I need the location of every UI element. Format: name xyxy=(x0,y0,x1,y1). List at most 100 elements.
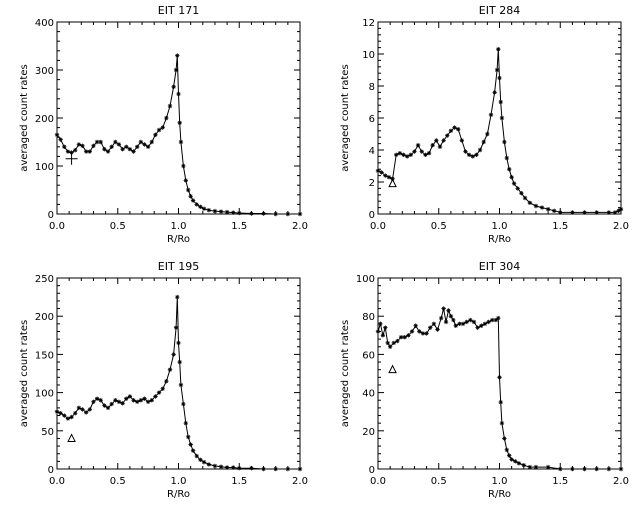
x-tick-label-2: 0.0 xyxy=(370,221,386,232)
data-point-2 xyxy=(423,152,428,157)
data-point-4 xyxy=(482,321,488,327)
data-point-1 xyxy=(76,142,82,147)
data-point-1 xyxy=(273,211,278,217)
x-tick-label-4: 0.0 xyxy=(370,476,386,487)
y-tick-label-2: 4 xyxy=(369,146,375,157)
y-tick-label-2: 6 xyxy=(369,114,375,125)
data-point-2 xyxy=(434,138,439,143)
y-tick-label-2: 0 xyxy=(369,210,375,221)
plot-frame-1 xyxy=(56,21,301,215)
x-tick-label-3: 1.5 xyxy=(231,476,247,487)
y-tick-label-3: 250 xyxy=(35,274,54,285)
y-tick-label-4: 80 xyxy=(362,312,375,323)
data-point-1 xyxy=(69,150,74,155)
plot-title-1: EIT 171 xyxy=(158,4,199,17)
data-point-1 xyxy=(54,132,60,137)
series-line-4 xyxy=(377,308,621,470)
data-point-1 xyxy=(175,53,180,58)
data-point-1 xyxy=(138,139,144,145)
data-point-4 xyxy=(533,464,539,470)
data-point-2 xyxy=(452,125,457,130)
data-point-4 xyxy=(413,323,418,328)
data-point-2 xyxy=(470,154,475,159)
data-point-3 xyxy=(285,466,291,472)
data-point-4 xyxy=(498,399,503,405)
data-point-4 xyxy=(493,317,499,323)
data-point-2 xyxy=(498,99,503,105)
data-point-1 xyxy=(173,67,179,73)
data-point-3 xyxy=(105,405,111,411)
plot-title-2: EIT 284 xyxy=(479,4,520,17)
data-point-2 xyxy=(533,203,539,209)
data-point-4 xyxy=(475,325,480,330)
data-point-2 xyxy=(415,143,421,148)
data-point-1 xyxy=(62,144,67,149)
data-point-4 xyxy=(448,314,454,319)
data-point-1 xyxy=(149,139,154,145)
data-point-4 xyxy=(420,331,426,336)
data-point-3 xyxy=(138,398,144,403)
data-point-2 xyxy=(437,144,443,149)
data-point-1 xyxy=(177,120,182,125)
data-point-4 xyxy=(417,329,422,334)
y-tick-label-1: 300 xyxy=(35,66,54,77)
data-point-3 xyxy=(201,459,207,465)
data-point-1 xyxy=(120,147,125,152)
data-point-1 xyxy=(153,132,158,137)
data-point-1 xyxy=(261,211,266,216)
data-point-2 xyxy=(401,152,406,157)
data-point-2 xyxy=(408,152,414,157)
data-point-2 xyxy=(477,147,483,153)
data-point-2 xyxy=(383,173,388,178)
data-point-1 xyxy=(142,142,147,147)
data-point-2 xyxy=(616,208,621,213)
data-point-1 xyxy=(105,149,111,154)
data-point-2 xyxy=(509,175,514,180)
data-point-2 xyxy=(527,200,533,205)
data-point-1 xyxy=(237,210,242,216)
data-point-2 xyxy=(430,143,435,148)
data-point-1 xyxy=(116,142,122,147)
data-point-4 xyxy=(513,459,518,464)
data-point-3 xyxy=(261,466,266,472)
data-point-4 xyxy=(387,344,393,349)
data-point-3 xyxy=(183,420,188,426)
data-point-3 xyxy=(224,465,230,470)
x-tick-label-4: 2.0 xyxy=(613,476,629,487)
data-point-1 xyxy=(73,147,78,153)
data-point-3 xyxy=(194,453,199,459)
data-point-4 xyxy=(398,335,404,340)
data-point-3 xyxy=(69,414,74,420)
data-point-4 xyxy=(451,317,456,323)
data-point-2 xyxy=(488,112,494,117)
data-point-1 xyxy=(198,204,203,209)
plot-title-4: EIT 304 xyxy=(479,260,520,273)
y-axis-label-2: averaged count rates xyxy=(340,64,351,171)
data-point-1 xyxy=(102,147,107,152)
series-line-1 xyxy=(56,55,300,215)
data-point-4 xyxy=(443,319,449,325)
data-point-3 xyxy=(76,405,82,411)
data-point-4 xyxy=(497,375,502,380)
data-point-2 xyxy=(570,210,575,215)
y-tick-label-2: 2 xyxy=(369,178,375,189)
data-point-1 xyxy=(94,139,100,145)
x-tick-label-1: 1.5 xyxy=(231,221,247,232)
data-point-3 xyxy=(175,294,180,300)
x-axis-label-2: R/Ro xyxy=(488,234,511,245)
plot-title-3: EIT 195 xyxy=(158,260,199,273)
data-point-2 xyxy=(507,167,512,172)
data-point-3 xyxy=(206,462,212,467)
data-point-3 xyxy=(142,396,147,401)
data-point-2 xyxy=(511,181,517,186)
data-point-2 xyxy=(466,152,472,157)
data-point-4 xyxy=(521,462,526,468)
data-point-2 xyxy=(496,47,501,52)
data-point-1 xyxy=(194,202,199,207)
data-point-2 xyxy=(426,151,432,156)
data-point-2 xyxy=(379,170,384,175)
data-point-3 xyxy=(167,367,173,372)
x-tick-label-3: 0.5 xyxy=(110,476,126,487)
data-point-2 xyxy=(494,67,500,73)
data-point-4 xyxy=(594,466,599,472)
